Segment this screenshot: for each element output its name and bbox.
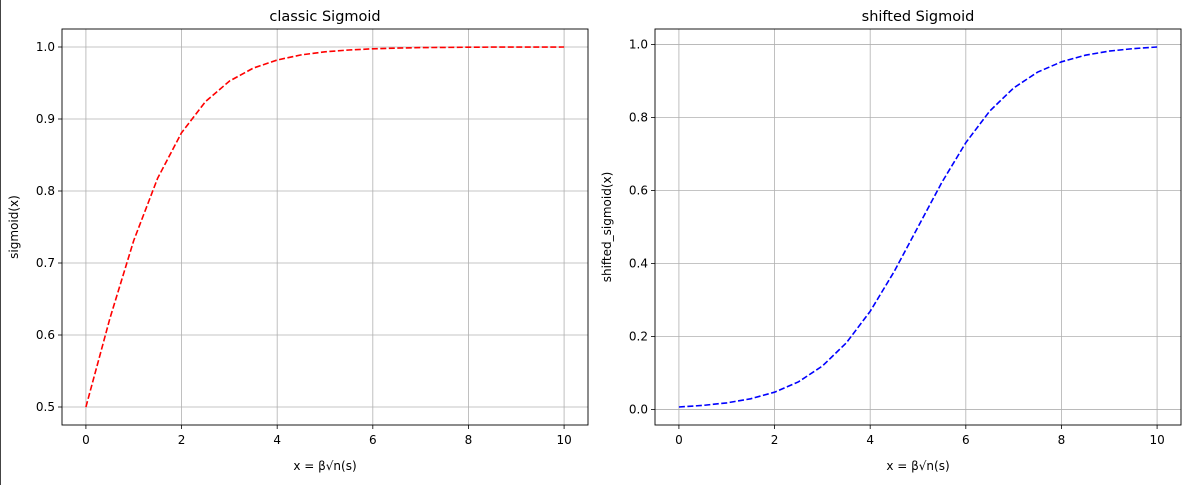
y-tick-label: 0.6 <box>36 328 55 342</box>
y-tick-label: 0.8 <box>36 184 55 198</box>
axes-frame <box>61 28 589 426</box>
x-tick-label: 0 <box>82 433 90 447</box>
y-tick-label: 0.6 <box>629 184 648 198</box>
x-tick-label: 6 <box>962 433 970 447</box>
x-tick-label: 10 <box>556 433 571 447</box>
y-tick-label: 1.0 <box>629 38 648 52</box>
x-axis-label: x = β√n(s) <box>886 459 949 473</box>
series-line-sigmoid <box>85 46 565 408</box>
x-tick-label: 2 <box>771 433 779 447</box>
y-axis-label: shifted_sigmoid(x) <box>600 172 614 283</box>
y-axis-label: sigmoid(x) <box>7 195 21 259</box>
x-tick-label: 0 <box>675 433 683 447</box>
axes-frame <box>654 28 1182 426</box>
subplot-2: 0 2 4 6 8 10 0.0 0.2 0.4 0.6 0.8 1.0 shifted Sigmoid… <box>600 9 1182 473</box>
y-tick-label: 0.2 <box>629 329 648 343</box>
series-line-shifted_sigmoid <box>678 46 1158 408</box>
x-tick-label: 4 <box>273 433 281 447</box>
x-tick-label: 8 <box>465 433 473 447</box>
y-tick-label: 0.8 <box>629 111 648 125</box>
y-tick-label: 0.7 <box>36 256 55 270</box>
window-edge <box>0 0 1 485</box>
y-tick-label: 0.5 <box>36 400 55 414</box>
chart-title: classic Sigmoid <box>269 9 380 25</box>
x-axis-label: x = β√n(s) <box>293 459 356 473</box>
chart-title: shifted Sigmoid <box>862 9 975 25</box>
subplot-1: 0 2 4 6 8 10 0.5 0.6 0.7 0.8 0.9 1.0 classic Sigmoid… <box>7 9 589 473</box>
y-tick-label: 0.9 <box>36 112 55 126</box>
x-tick-label: 10 <box>1149 433 1164 447</box>
y-tick-label: 0.0 <box>629 402 648 416</box>
x-tick-label: 4 <box>866 433 874 447</box>
y-tick-label: 1.0 <box>36 40 55 54</box>
x-tick-label: 8 <box>1058 433 1066 447</box>
x-tick-label: 2 <box>178 433 186 447</box>
y-tick-label: 0.4 <box>629 256 648 270</box>
x-tick-label: 6 <box>369 433 377 447</box>
